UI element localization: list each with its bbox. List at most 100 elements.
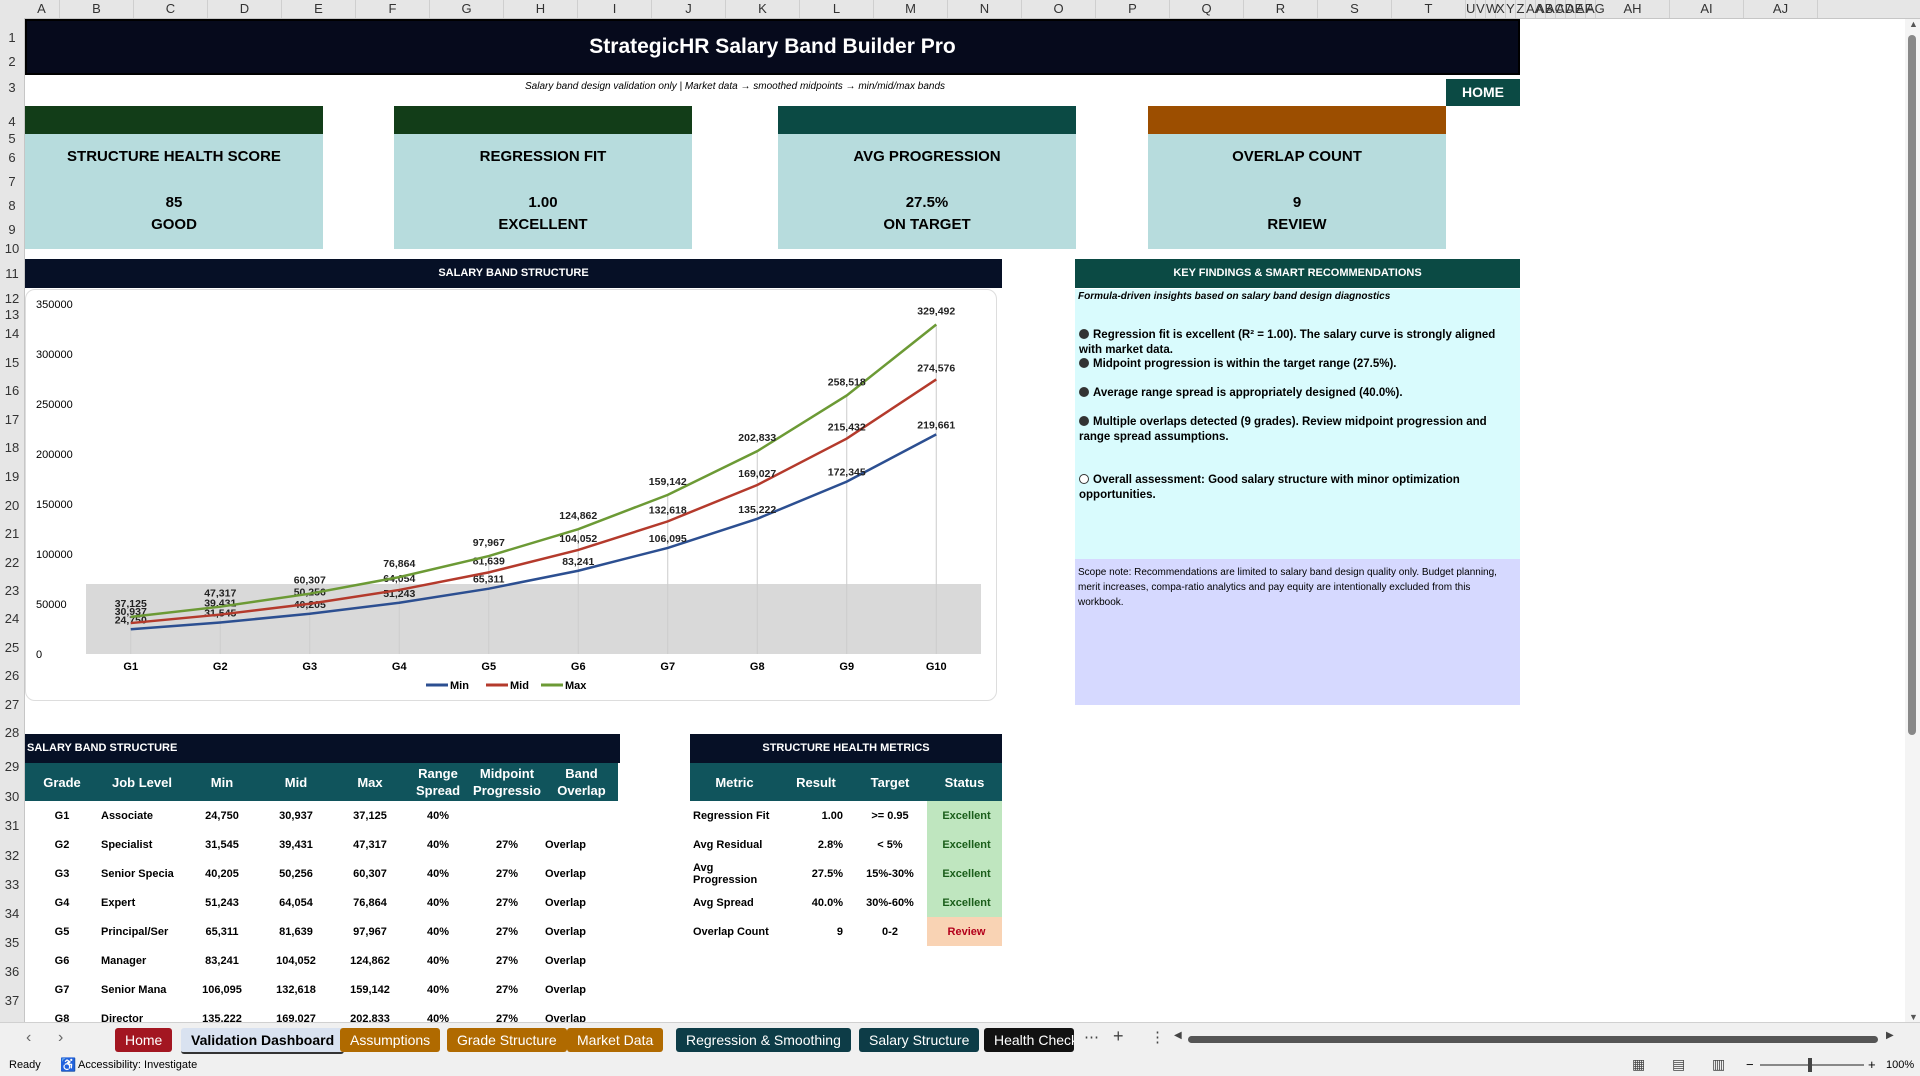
row-header-31[interactable]: 31 [4,818,20,833]
metric-cell[interactable]: 2.8% [817,838,843,851]
band-cell[interactable]: 132,618 [276,983,316,996]
row-header-17[interactable]: 17 [4,412,20,427]
band-cell[interactable]: 97,967 [353,925,387,938]
metric-cell[interactable]: 30%-60% [866,896,914,909]
column-header-ac[interactable]: AC [1546,0,1565,18]
band-cell[interactable]: 81,639 [279,925,313,938]
status-badge[interactable]: Review [927,917,1002,946]
zoom-slider-thumb[interactable] [1808,1058,1812,1072]
metric-cell[interactable]: Avg Spread [693,896,754,909]
band-cell[interactable]: 51,243 [205,896,239,909]
scroll-down-icon[interactable]: ▼ [1909,1012,1918,1022]
row-header-23[interactable]: 23 [4,583,20,598]
column-header-z[interactable]: Z [1516,0,1526,18]
column-header-ab[interactable]: AB [1536,0,1554,18]
row-header-20[interactable]: 20 [4,498,20,513]
band-cell[interactable]: Expert [101,896,136,909]
band-cell[interactable]: 37,125 [353,809,387,822]
sheet-tab[interactable]: Grade Structure [447,1028,567,1052]
band-cell[interactable]: G1 [54,809,70,822]
row-header-14[interactable]: 14 [4,326,20,341]
band-cell[interactable]: 60,307 [353,867,387,880]
band-cell[interactable]: Overlap [545,838,586,851]
band-cell[interactable]: 40,205 [205,867,239,880]
page-layout-icon[interactable]: ▤ [1672,1056,1686,1072]
band-cell[interactable]: G6 [54,954,70,967]
column-header-ae[interactable]: AE [1566,0,1584,18]
tab-scroll-left-icon[interactable]: ‹ [26,1029,32,1046]
band-cell[interactable]: 27% [495,954,519,967]
column-header-e[interactable]: E [282,0,356,18]
sheet-tab[interactable]: Salary Structure [859,1028,980,1052]
column-header-w[interactable]: W [1486,0,1499,18]
row-header-8[interactable]: 8 [8,198,16,213]
column-header-t[interactable]: T [1392,0,1466,18]
band-cell[interactable]: 27% [495,1012,519,1023]
band-cell[interactable]: 27% [495,867,519,880]
more-tabs-icon[interactable]: ⋯ [1084,1029,1099,1046]
band-cell[interactable]: 27% [495,983,519,996]
band-cell[interactable]: 40% [426,838,450,851]
column-header-f[interactable]: F [356,0,430,18]
column-header-y[interactable]: Y [1506,0,1516,18]
hscroll-right-icon[interactable]: ▶ [1886,1030,1894,1041]
band-cell[interactable]: Specialist [101,838,153,851]
metric-cell[interactable]: 0-2 [882,925,898,938]
column-header-n[interactable]: N [948,0,1022,18]
zoom-out-icon[interactable]: − [1746,1057,1754,1072]
row-header-24[interactable]: 24 [4,611,20,626]
band-cell[interactable]: 65,311 [205,925,239,938]
row-header-16[interactable]: 16 [4,383,20,398]
row-header-15[interactable]: 15 [4,355,20,370]
band-cell[interactable]: 30,937 [279,809,313,822]
zoom-in-icon[interactable]: + [1868,1057,1876,1072]
sheet-tab[interactable]: Validation Dashboard [181,1028,345,1054]
band-cell[interactable]: Overlap [545,896,586,909]
status-badge[interactable]: Excellent [927,801,1002,830]
band-cell[interactable]: Director [101,1012,144,1023]
band-cell[interactable]: Senior Specia [101,867,174,880]
column-header-af[interactable]: AF [1576,0,1593,18]
row-header-27[interactable]: 27 [4,697,20,712]
row-header-19[interactable]: 19 [4,469,20,484]
column-header-r[interactable]: R [1244,0,1318,18]
sheet-tab[interactable]: Assumptions [340,1028,441,1052]
band-cell[interactable]: G8 [54,1012,70,1023]
options-icon[interactable]: ⋮ [1150,1029,1165,1046]
metric-cell[interactable]: 9 [836,925,843,938]
row-header-33[interactable]: 33 [4,877,20,892]
status-badge[interactable]: Excellent [927,830,1002,859]
row-header-32[interactable]: 32 [4,848,20,863]
band-cell[interactable]: 27% [495,896,519,909]
row-header-29[interactable]: 29 [4,759,20,774]
band-cell[interactable] [469,801,545,830]
scroll-up-icon[interactable]: ▲ [1909,19,1918,29]
column-header-u[interactable]: U [1466,0,1476,18]
row-header-35[interactable]: 35 [4,935,20,950]
band-cell[interactable]: Overlap [545,925,586,938]
band-cell[interactable]: 40% [426,925,450,938]
band-cell[interactable]: G5 [54,925,70,938]
band-cell[interactable]: 104,052 [276,954,316,967]
zoom-slider[interactable] [1760,1058,1864,1072]
band-cell[interactable]: 40% [426,867,450,880]
band-cell[interactable]: 39,431 [279,838,313,851]
band-cell[interactable]: 40% [426,954,450,967]
band-cell[interactable]: Overlap [545,1012,586,1023]
band-cell[interactable]: Overlap [545,954,586,967]
metric-cell[interactable]: >= 0.95 [871,809,909,822]
status-badge[interactable]: Excellent [927,888,1002,917]
hscroll-left-icon[interactable]: ◀ [1174,1030,1182,1041]
band-cell[interactable]: 83,241 [205,954,239,967]
sheet-tab[interactable]: Regression & Smoothing [676,1028,851,1052]
row-header-37[interactable]: 37 [4,993,20,1008]
band-cell[interactable]: G2 [54,838,70,851]
column-header-aa[interactable]: AA [1526,0,1544,18]
row-header-28[interactable]: 28 [4,725,20,740]
column-header-ai[interactable]: AI [1670,0,1744,18]
column-header-b[interactable]: B [60,0,134,18]
status-badge[interactable]: Excellent [927,859,1002,888]
metric-cell[interactable]: 1.00 [821,809,843,822]
row-header-10[interactable]: 10 [4,241,20,256]
band-cell[interactable]: 27% [495,925,519,938]
